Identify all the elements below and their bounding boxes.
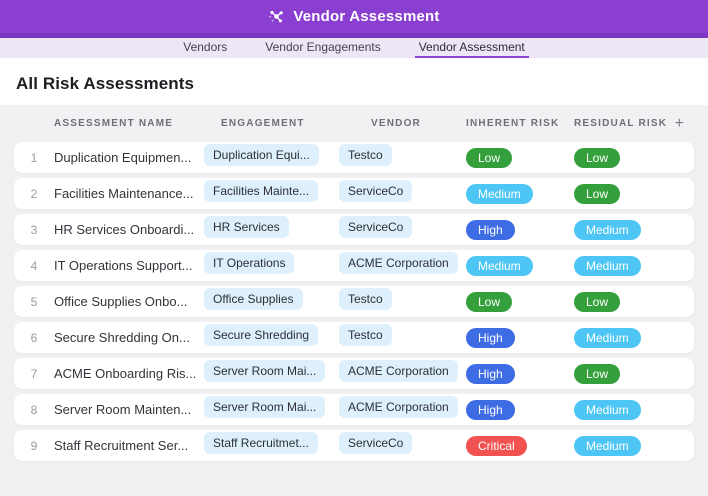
app-title: Vendor Assessment (293, 8, 440, 25)
tab-bar: Vendors Vendor Engagements Vendor Assess… (0, 38, 708, 58)
residual-risk-pill: Low (574, 363, 621, 384)
assessment-name: Duplication Equipmen... (54, 150, 192, 165)
tab-vendor-assessment[interactable]: Vendor Assessment (414, 38, 529, 58)
table-row[interactable]: 8 Server Room Mainten... Server Room Mai… (14, 394, 694, 425)
residual-risk-pill: Medium (574, 399, 641, 420)
row-number: 4 (30, 258, 38, 273)
inherent-risk-pill: Low (466, 147, 513, 168)
row-number: 9 (30, 438, 38, 453)
table-row[interactable]: 4 IT Operations Support... IT Operations… (14, 250, 694, 281)
page-title: All Risk Assessments (16, 73, 195, 93)
inherent-risk-pill: Low (466, 291, 513, 312)
table-row[interactable]: 2 Facilities Maintenance... Facilities M… (14, 178, 694, 209)
inherent-risk-pill: Critical (466, 435, 527, 456)
inherent-risk-pill: High (466, 327, 515, 348)
vendor-chip[interactable]: ACME Corporation (339, 252, 458, 274)
row-number: 3 (30, 222, 38, 237)
vendor-chip[interactable]: ACME Corporation (339, 396, 458, 418)
table-row[interactable]: 9 Staff Recruitment Ser... Staff Recruit… (14, 430, 694, 461)
engagement-chip[interactable]: Server Room Mai... (204, 396, 326, 418)
assessment-name: Server Room Mainten... (54, 402, 192, 417)
column-header-residual-risk: RESIDUAL RISK (574, 118, 668, 129)
row-number: 5 (30, 294, 38, 309)
network-share-icon (268, 8, 285, 25)
assessment-name: Office Supplies Onbo... (54, 294, 188, 309)
tab-vendors[interactable]: Vendors (183, 40, 228, 54)
vendor-chip[interactable]: Testco (339, 144, 392, 166)
engagement-chip[interactable]: Secure Shredding (204, 324, 319, 346)
assessment-name: Facilities Maintenance... (54, 186, 194, 201)
engagement-chip[interactable]: Facilities Mainte... (204, 180, 319, 202)
engagement-chip[interactable]: Server Room Mai... (204, 360, 326, 382)
row-number: 1 (30, 150, 38, 165)
engagement-chip[interactable]: Office Supplies (204, 288, 303, 310)
assessment-name: Secure Shredding On... (54, 330, 190, 345)
residual-risk-pill: Medium (574, 435, 641, 456)
table-row[interactable]: 3 HR Services Onboardi... HR Services Se… (14, 214, 694, 245)
engagement-chip[interactable]: Staff Recruitmet... (204, 432, 318, 454)
residual-risk-pill: Medium (574, 255, 641, 276)
assessment-name: Staff Recruitment Ser... (54, 438, 189, 453)
add-column-button[interactable]: + (671, 114, 688, 134)
engagement-chip[interactable]: Duplication Equi... (204, 144, 319, 166)
column-header-engagement: ENGAGEMENT (221, 118, 305, 129)
titlebar-bottom-strip (0, 33, 708, 38)
column-header-inherent-risk: INHERENT RISK (466, 118, 560, 129)
column-header-assessment-name: ASSESSMENT NAME (54, 118, 174, 129)
row-number: 2 (30, 186, 38, 201)
residual-risk-pill: Medium (574, 219, 641, 240)
tab-vendor-engagements[interactable]: Vendor Engagements (265, 40, 381, 54)
assessment-name: ACME Onboarding Ris... (54, 366, 197, 381)
app-titlebar: Vendor Assessment (0, 0, 708, 33)
engagement-chip[interactable]: HR Services (204, 216, 289, 238)
vendor-chip[interactable]: ACME Corporation (339, 360, 458, 382)
inherent-risk-pill: High (466, 399, 515, 420)
table-row[interactable]: 1 Duplication Equipmen... Duplication Eq… (14, 142, 694, 173)
vendor-chip[interactable]: Testco (339, 288, 392, 310)
inherent-risk-pill: Medium (466, 255, 533, 276)
table-row[interactable]: 7 ACME Onboarding Ris... Server Room Mai… (14, 358, 694, 389)
page-header: All Risk Assessments (0, 58, 708, 105)
assessment-name: HR Services Onboardi... (54, 222, 195, 237)
vendor-chip[interactable]: ServiceCo (339, 216, 413, 238)
row-number: 7 (30, 366, 38, 381)
inherent-risk-pill: Medium (466, 183, 533, 204)
vendor-chip[interactable]: Testco (339, 324, 392, 346)
row-number: 8 (30, 402, 38, 417)
vendor-chip[interactable]: ServiceCo (339, 432, 413, 454)
residual-risk-pill: Low (574, 147, 621, 168)
row-number: 6 (30, 330, 38, 345)
vendor-chip[interactable]: ServiceCo (339, 180, 413, 202)
risk-assessments-table: ASSESSMENT NAME ENGAGEMENT VENDOR INHERE… (0, 105, 708, 461)
inherent-risk-pill: High (466, 363, 515, 384)
residual-risk-pill: Low (574, 291, 621, 312)
table-row[interactable]: 5 Office Supplies Onbo... Office Supplie… (14, 286, 694, 317)
residual-risk-pill: Medium (574, 327, 641, 348)
table-header-row: ASSESSMENT NAME ENGAGEMENT VENDOR INHERE… (14, 105, 694, 142)
column-header-vendor: VENDOR (371, 118, 421, 129)
residual-risk-pill: Low (574, 183, 621, 204)
table-body: 1 Duplication Equipmen... Duplication Eq… (14, 142, 694, 461)
assessment-name: IT Operations Support... (54, 258, 193, 273)
engagement-chip[interactable]: IT Operations (204, 252, 295, 274)
table-row[interactable]: 6 Secure Shredding On... Secure Shreddin… (14, 322, 694, 353)
inherent-risk-pill: High (466, 219, 515, 240)
